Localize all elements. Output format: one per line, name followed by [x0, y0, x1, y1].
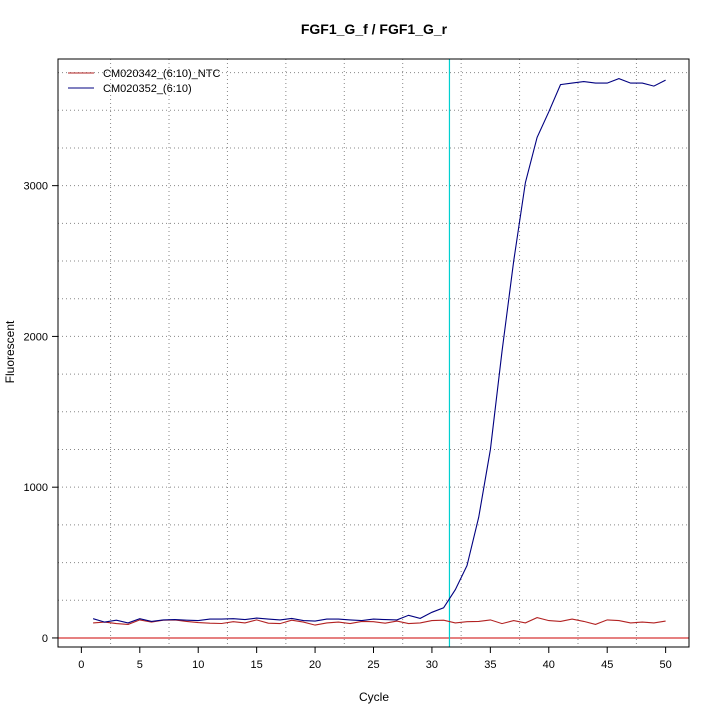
legend-label-2: CM020352_(6:10): [103, 83, 192, 95]
legend: CM020342_(6:10)_NTC CM020352_(6:10): [68, 68, 220, 95]
x-tick-label: 5: [137, 659, 143, 671]
series-layer: [92, 78, 666, 626]
legend-label-1: CM020342_(6:10)_NTC: [103, 68, 220, 80]
series-line-1: [93, 617, 666, 626]
x-axis-label: Cycle: [359, 690, 389, 704]
x-tick-label: 35: [484, 659, 496, 671]
y-tick-label: 1000: [24, 482, 48, 494]
y-tick-label: 2000: [24, 331, 48, 343]
x-tick-label: 25: [367, 659, 379, 671]
chart-title: FGF1_G_f / FGF1_G_r: [301, 21, 448, 37]
x-tick-label: 45: [601, 659, 613, 671]
series-line-2: [92, 78, 666, 624]
x-tick-label: 10: [192, 659, 204, 671]
x-tick-label: 50: [660, 659, 672, 671]
y-tick-label: 0: [42, 633, 48, 645]
x-tick-label: 40: [543, 659, 555, 671]
y-tick-label: 3000: [24, 181, 48, 193]
x-tick-label: 20: [309, 659, 321, 671]
x-tick-label: 15: [251, 659, 263, 671]
x-tick-label: 30: [426, 659, 438, 671]
reference-lines: [58, 59, 689, 647]
y-axis-label: Fluorescent: [3, 320, 17, 383]
x-tick-label: 0: [78, 659, 84, 671]
x-axis: 0 5 10 15 20 25 30 35 40 45 50: [78, 647, 672, 671]
y-axis: 0 1000 2000 3000: [24, 181, 58, 645]
